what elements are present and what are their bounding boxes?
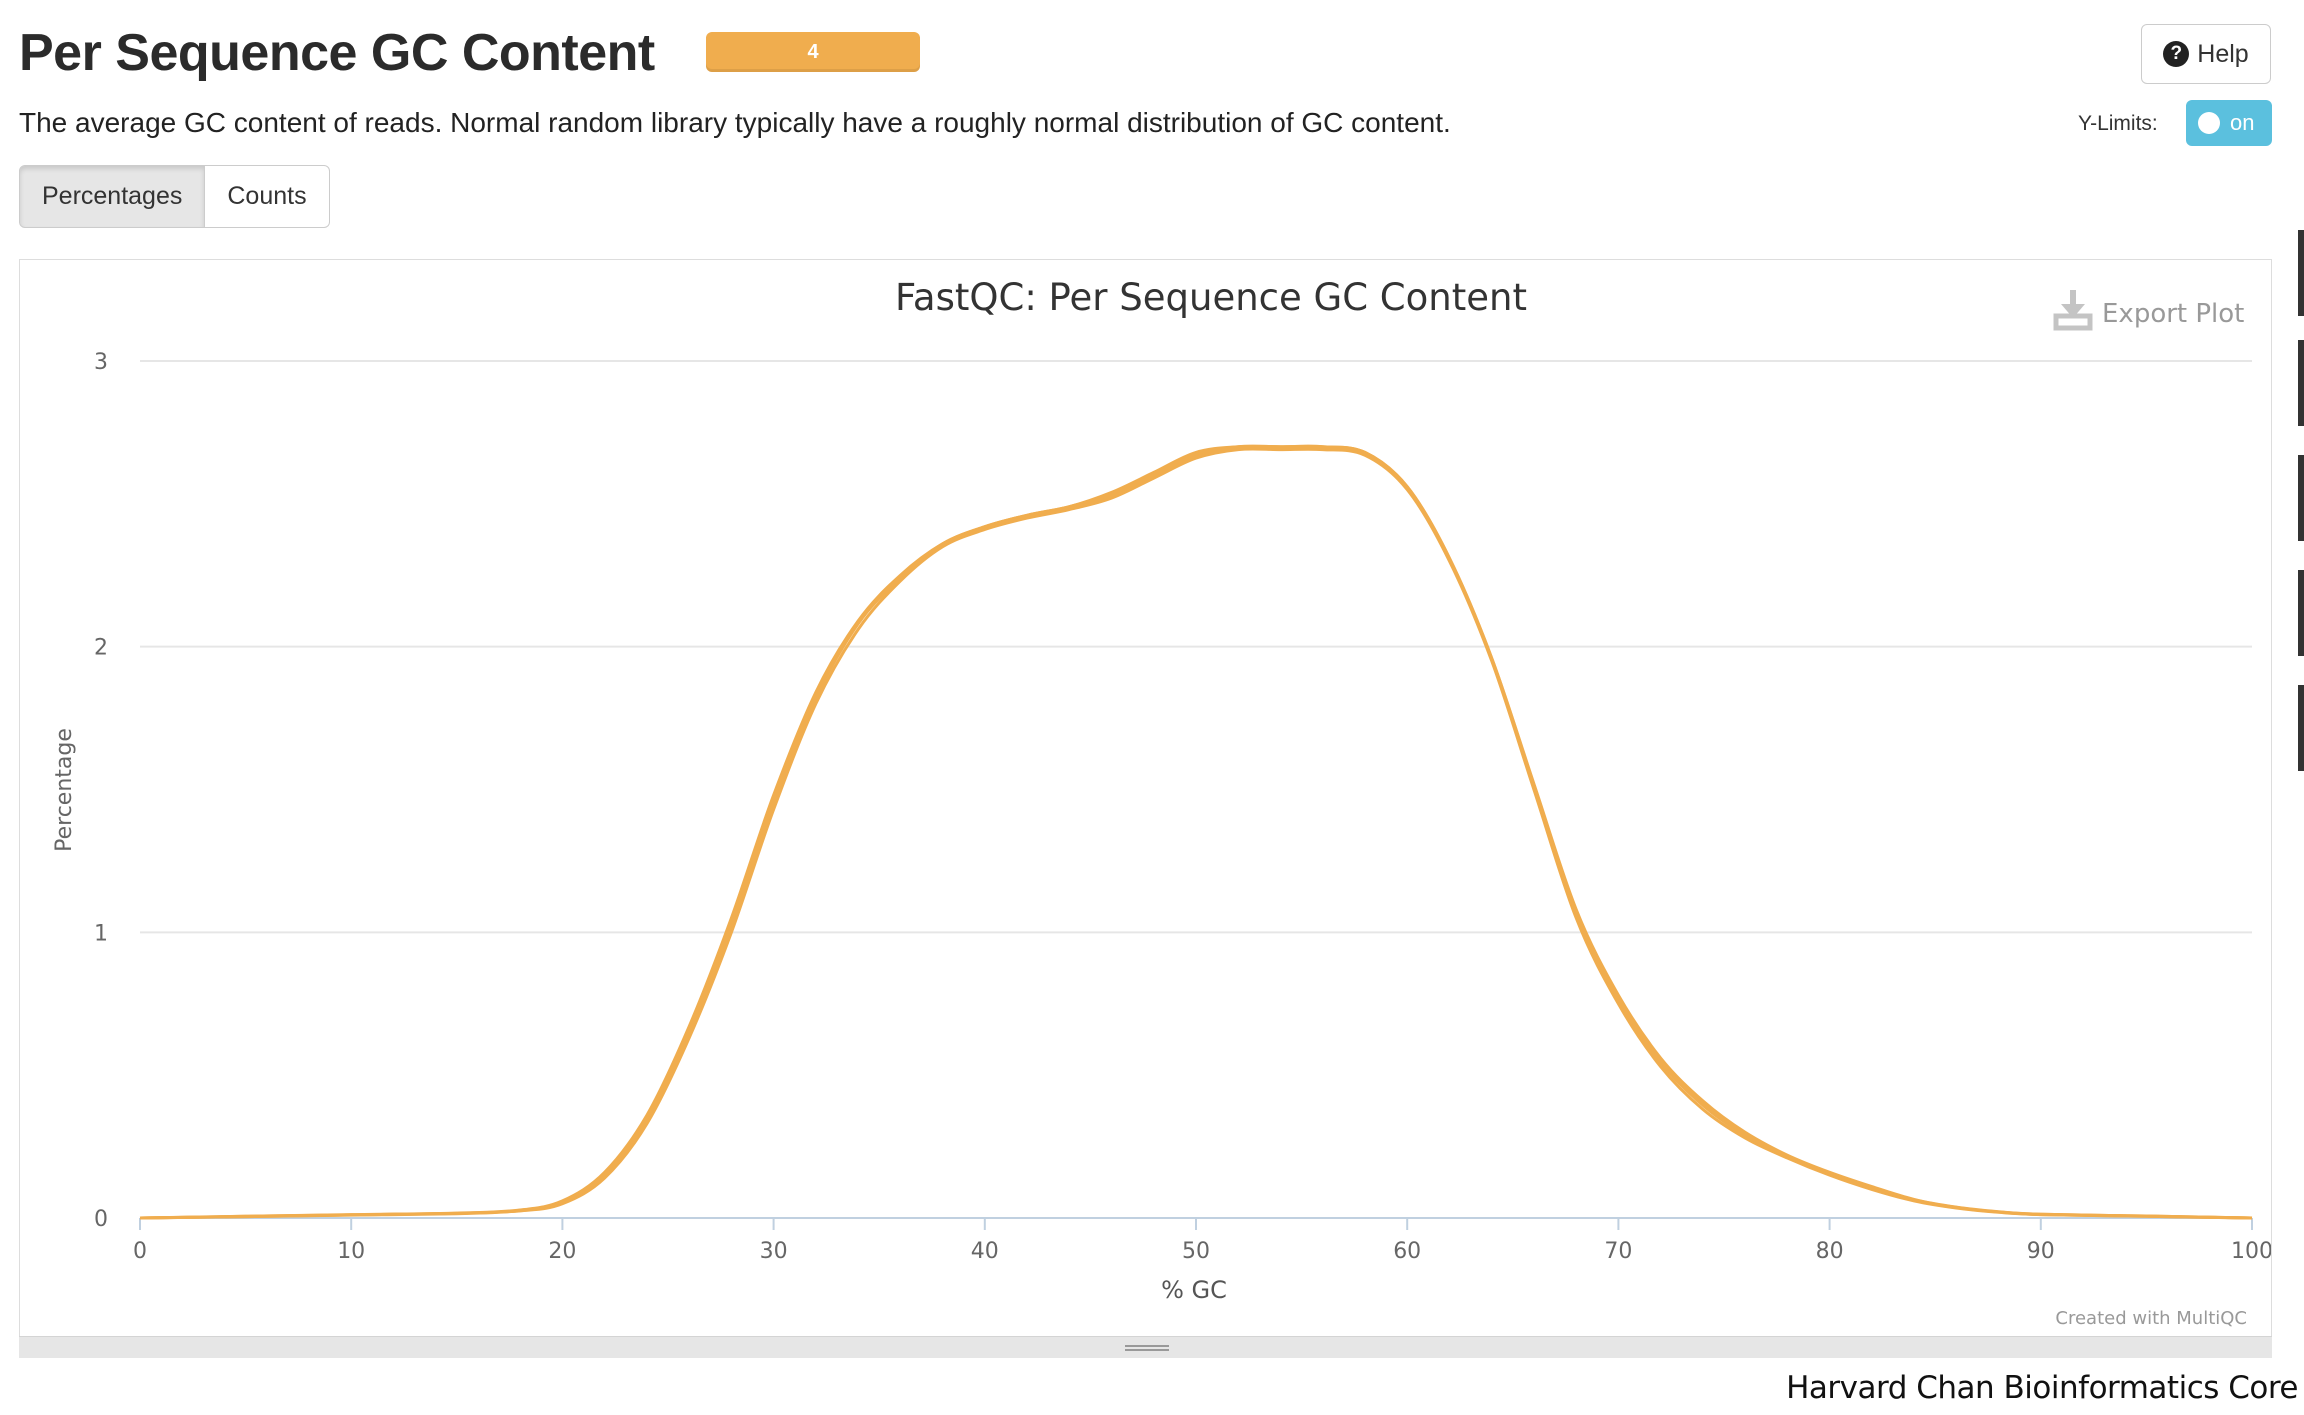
download-icon xyxy=(2053,290,2093,331)
x-tick-label: 90 xyxy=(2027,1239,2055,1264)
x-tick-label: 100 xyxy=(2231,1239,2271,1264)
toggle-knob xyxy=(2198,112,2220,134)
edge-mark xyxy=(2298,340,2304,426)
x-tick-label: 80 xyxy=(1816,1239,1844,1264)
x-tick-label: 10 xyxy=(337,1239,365,1264)
x-tick-label: 30 xyxy=(760,1239,788,1264)
y-axis-label: Percentage xyxy=(52,728,77,852)
series-line xyxy=(139,446,2253,1220)
chart-title: FastQC: Per Sequence GC Content xyxy=(895,276,1527,319)
x-tick-label: 70 xyxy=(1604,1239,1632,1264)
x-axis-label: % GC xyxy=(1161,1276,1227,1304)
help-button[interactable]: ? Help xyxy=(2141,24,2271,84)
series-line xyxy=(139,447,2253,1220)
export-plot-button[interactable]: Export Plot xyxy=(2053,290,2244,331)
y-tick-label: 2 xyxy=(94,636,108,661)
x-tick-label: 60 xyxy=(1393,1239,1421,1264)
x-axis xyxy=(139,1217,2253,1230)
tab-percentages[interactable]: Percentages xyxy=(19,165,206,228)
ylimits-toggle[interactable]: on xyxy=(2186,100,2272,146)
x-tick-label: 20 xyxy=(548,1239,576,1264)
ylimits-label: Y-Limits: xyxy=(2078,112,2158,135)
grip-line xyxy=(1125,1349,1169,1351)
status-badge: 4 xyxy=(706,32,920,72)
grip-line xyxy=(1125,1345,1169,1347)
question-circle-icon: ? xyxy=(2163,41,2190,67)
view-tabs: Percentages Counts xyxy=(19,165,330,228)
edge-mark xyxy=(2298,455,2304,541)
series-line xyxy=(139,444,2253,1220)
footer-credit: Harvard Chan Bioinformatics Core xyxy=(1786,1370,2298,1406)
export-plot-label: Export Plot xyxy=(2102,299,2244,329)
y-tick-label: 0 xyxy=(94,1207,108,1232)
tab-counts[interactable]: Counts xyxy=(205,165,330,228)
right-edge-marks xyxy=(2298,230,2304,850)
grid-lines xyxy=(140,360,2252,934)
page-title: Per Sequence GC Content xyxy=(19,24,655,82)
multiqc-credit: Created with MultiQC xyxy=(2055,1308,2247,1329)
ylimits-toggle-label: on xyxy=(2230,110,2255,135)
series-lines xyxy=(139,444,2253,1220)
x-tick-label: 40 xyxy=(971,1239,999,1264)
x-tick-label: 50 xyxy=(1182,1239,1210,1264)
edge-mark xyxy=(2298,230,2304,316)
section-description: The average GC content of reads. Normal … xyxy=(19,107,1451,138)
x-tick-label: 0 xyxy=(133,1239,147,1264)
edge-mark xyxy=(2298,570,2304,656)
edge-mark xyxy=(2298,685,2304,771)
plot-panel: 0 1 2 3 0 10 20 30 40 50 60 70 80 90 100 FastQC: Per S… xyxy=(19,259,2272,1337)
plot-resize-handle[interactable] xyxy=(19,1336,2272,1358)
series-line xyxy=(139,444,2253,1220)
help-label: Help xyxy=(2197,39,2249,68)
y-tick-label: 3 xyxy=(94,350,108,375)
y-tick-label: 1 xyxy=(94,921,108,946)
